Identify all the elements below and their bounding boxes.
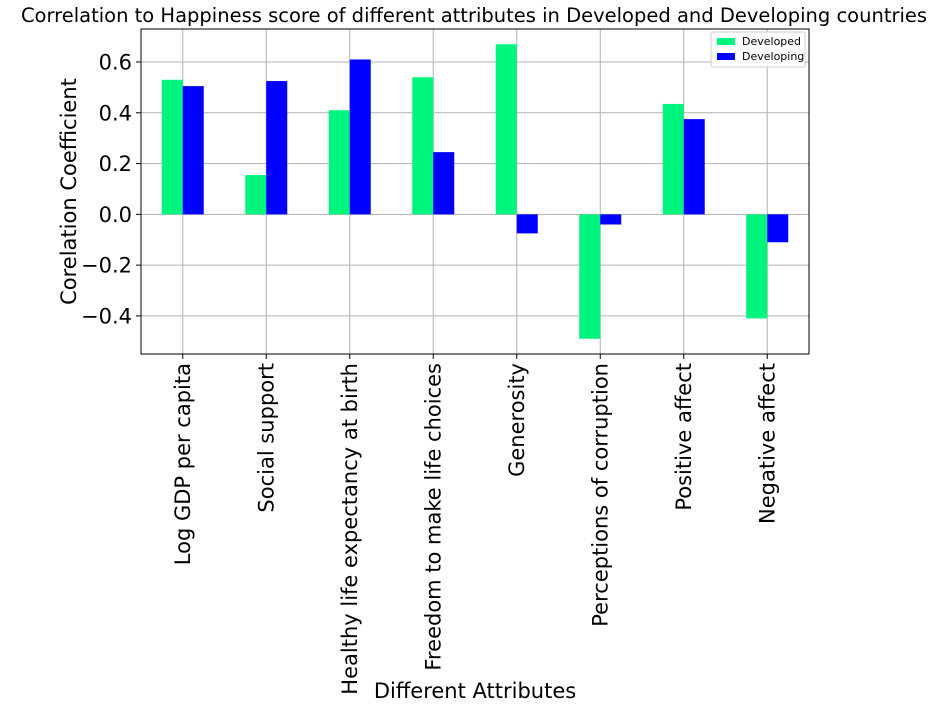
legend-swatch-developing <box>717 53 735 60</box>
bar-developed <box>412 77 434 215</box>
bar-developing <box>600 214 622 225</box>
x-tick-label: Negative affect <box>755 363 779 524</box>
gridlines <box>141 29 809 354</box>
bar-developed <box>579 214 601 339</box>
x-axis-label: Different Attributes <box>374 679 576 703</box>
chart-title: Correlation to Happiness score of differ… <box>21 4 927 27</box>
bar-developing <box>683 119 705 215</box>
bar-developing <box>767 214 789 243</box>
legend: Developed Developing <box>710 31 806 68</box>
y-tick-label: 0.4 <box>99 101 132 125</box>
bar-developing <box>516 214 538 234</box>
bar-developed <box>161 79 183 215</box>
bar-developed <box>495 44 517 215</box>
y-tick-label: −0.4 <box>81 304 132 328</box>
y-tick-label: −0.2 <box>81 254 132 278</box>
x-tick-label: Healthy life expectancy at birth <box>338 363 362 695</box>
bar-developing <box>182 86 204 215</box>
x-axis-ticks: Log GDP per capita Social support Healthy … <box>171 354 779 695</box>
x-tick-label: Positive affect <box>672 363 696 511</box>
bar-developing <box>266 81 288 215</box>
x-tick-label: Perceptions of corruption <box>588 363 612 627</box>
legend-label-developing: Developing <box>742 50 804 63</box>
y-tick-label: 0.6 <box>99 51 132 75</box>
x-tick-label: Generosity <box>505 363 529 477</box>
legend-swatch-developed <box>717 38 735 45</box>
x-tick-label: Log GDP per capita <box>171 363 195 565</box>
x-tick-label: Freedom to make life choices <box>421 363 445 671</box>
bar-developed <box>746 214 768 319</box>
bar-developing <box>433 152 455 215</box>
y-tick-label: 0.2 <box>99 152 132 176</box>
bar-developed <box>662 103 684 215</box>
x-tick-label: Social support <box>254 363 278 513</box>
plot-frame <box>140 28 810 355</box>
y-axis-label: Corelation Coefficient <box>57 78 81 305</box>
y-tick-label: 0.0 <box>99 203 132 227</box>
bar-developed <box>328 110 350 215</box>
bars <box>161 44 789 339</box>
bar-developed <box>245 174 267 215</box>
bar-developing <box>349 59 371 215</box>
y-axis-ticks: −0.4 −0.2 0.0 0.2 0.4 0.6 <box>81 51 141 328</box>
legend-label-developed: Developed <box>742 35 801 48</box>
